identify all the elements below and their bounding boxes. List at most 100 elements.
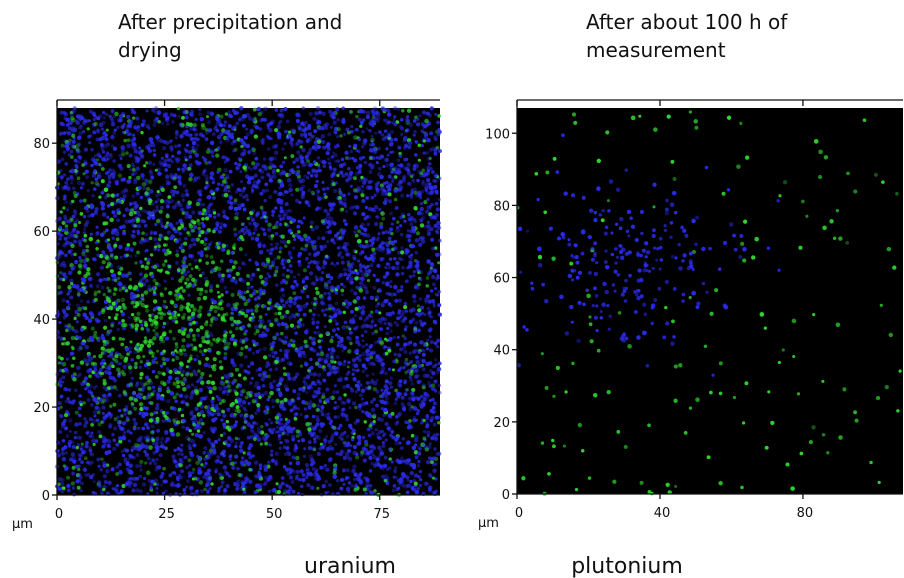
pixel xyxy=(219,115,223,119)
pixel xyxy=(233,260,238,265)
pixel xyxy=(257,244,261,248)
pixel xyxy=(155,375,159,379)
pixel xyxy=(324,325,327,328)
pixel xyxy=(131,377,134,380)
pixel xyxy=(389,330,392,333)
pixel xyxy=(247,365,250,368)
pixel xyxy=(252,339,256,343)
pixel xyxy=(338,188,341,191)
pixel xyxy=(295,172,299,176)
pixel xyxy=(416,118,419,121)
pixel xyxy=(428,162,432,166)
pixel xyxy=(226,303,231,308)
pixel xyxy=(159,316,163,320)
pixel xyxy=(110,135,114,139)
pixel xyxy=(335,291,339,295)
pixel xyxy=(107,204,111,208)
pixel xyxy=(397,108,400,111)
pixel xyxy=(142,482,146,486)
pixel xyxy=(255,342,259,346)
pixel xyxy=(320,277,324,281)
pixel xyxy=(416,360,420,364)
pixel xyxy=(436,370,440,374)
pixel xyxy=(140,196,143,199)
pixel xyxy=(167,164,171,168)
pixel xyxy=(394,442,398,446)
pixel xyxy=(385,147,389,151)
pixel xyxy=(251,209,255,213)
pixel xyxy=(251,161,255,165)
pixel xyxy=(165,358,169,362)
pixel xyxy=(219,360,222,363)
pixel xyxy=(244,370,247,373)
pixel xyxy=(401,109,405,113)
pixel xyxy=(429,399,432,402)
pixel xyxy=(317,373,322,378)
pixel xyxy=(252,352,255,355)
pixel xyxy=(401,396,405,400)
pixel xyxy=(344,414,348,418)
pixel xyxy=(154,245,157,248)
pixel xyxy=(108,425,112,429)
pixel xyxy=(400,313,404,317)
pixel xyxy=(388,292,392,296)
pixel xyxy=(384,129,388,133)
pixel xyxy=(84,234,88,238)
pixel xyxy=(308,371,311,374)
pixel xyxy=(352,401,356,405)
pixel xyxy=(206,115,209,118)
pixel xyxy=(377,236,380,239)
pixel xyxy=(228,195,232,199)
pixel xyxy=(296,470,300,474)
pixel xyxy=(78,221,81,224)
pixel xyxy=(415,321,419,325)
pixel xyxy=(353,299,357,303)
pixel xyxy=(368,434,372,438)
pixel xyxy=(123,194,127,198)
pixel xyxy=(263,157,266,160)
pixel xyxy=(113,385,117,389)
pixel xyxy=(390,170,394,174)
pixel xyxy=(218,386,223,391)
pixel xyxy=(333,318,337,322)
pixel xyxy=(361,130,364,133)
pixel xyxy=(344,248,348,252)
pixel xyxy=(278,122,281,125)
pixel xyxy=(221,156,224,159)
pixel xyxy=(118,173,122,177)
pixel xyxy=(176,157,180,161)
pixel xyxy=(402,406,406,410)
pixel xyxy=(343,393,346,396)
pixel xyxy=(334,443,337,446)
pixel xyxy=(317,140,321,144)
pixel xyxy=(388,266,392,270)
pixel xyxy=(83,231,86,234)
pixel xyxy=(181,249,185,253)
pixel xyxy=(133,305,136,308)
pixel xyxy=(361,389,365,393)
pixel xyxy=(152,163,155,166)
pixel xyxy=(126,144,131,149)
pixel xyxy=(94,122,98,126)
pixel xyxy=(133,111,137,115)
pixel xyxy=(175,289,179,293)
pixel xyxy=(210,333,213,336)
pixel xyxy=(316,404,320,408)
pixel xyxy=(264,391,268,395)
pixel xyxy=(166,205,170,209)
pixel xyxy=(185,193,189,197)
pixel xyxy=(89,110,93,114)
pixel xyxy=(293,326,297,330)
pixel xyxy=(118,321,121,324)
pixel xyxy=(154,315,158,319)
pixel xyxy=(248,232,252,236)
pixel xyxy=(101,179,105,183)
pixel xyxy=(413,343,417,347)
pixel xyxy=(101,346,105,350)
pixel xyxy=(216,171,219,174)
pixel xyxy=(139,468,142,471)
pixel xyxy=(189,173,194,178)
pixel xyxy=(63,139,66,142)
pixel xyxy=(100,201,104,205)
pixel xyxy=(69,458,73,462)
